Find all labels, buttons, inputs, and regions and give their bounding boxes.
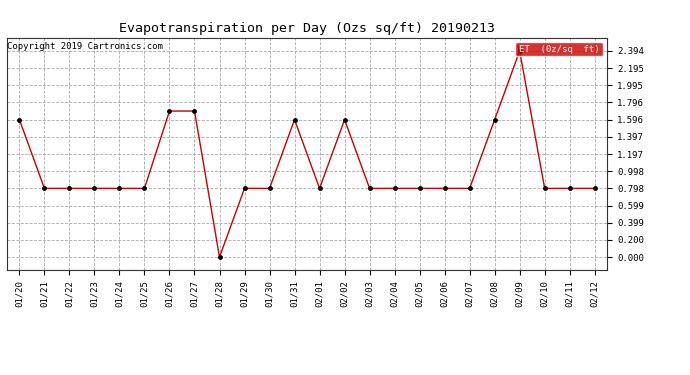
Legend: ET  (0z/sq  ft): ET (0z/sq ft)	[515, 42, 602, 56]
Text: Copyright 2019 Cartronics.com: Copyright 2019 Cartronics.com	[7, 42, 163, 51]
Title: Evapotranspiration per Day (Ozs sq/ft) 20190213: Evapotranspiration per Day (Ozs sq/ft) 2…	[119, 22, 495, 35]
